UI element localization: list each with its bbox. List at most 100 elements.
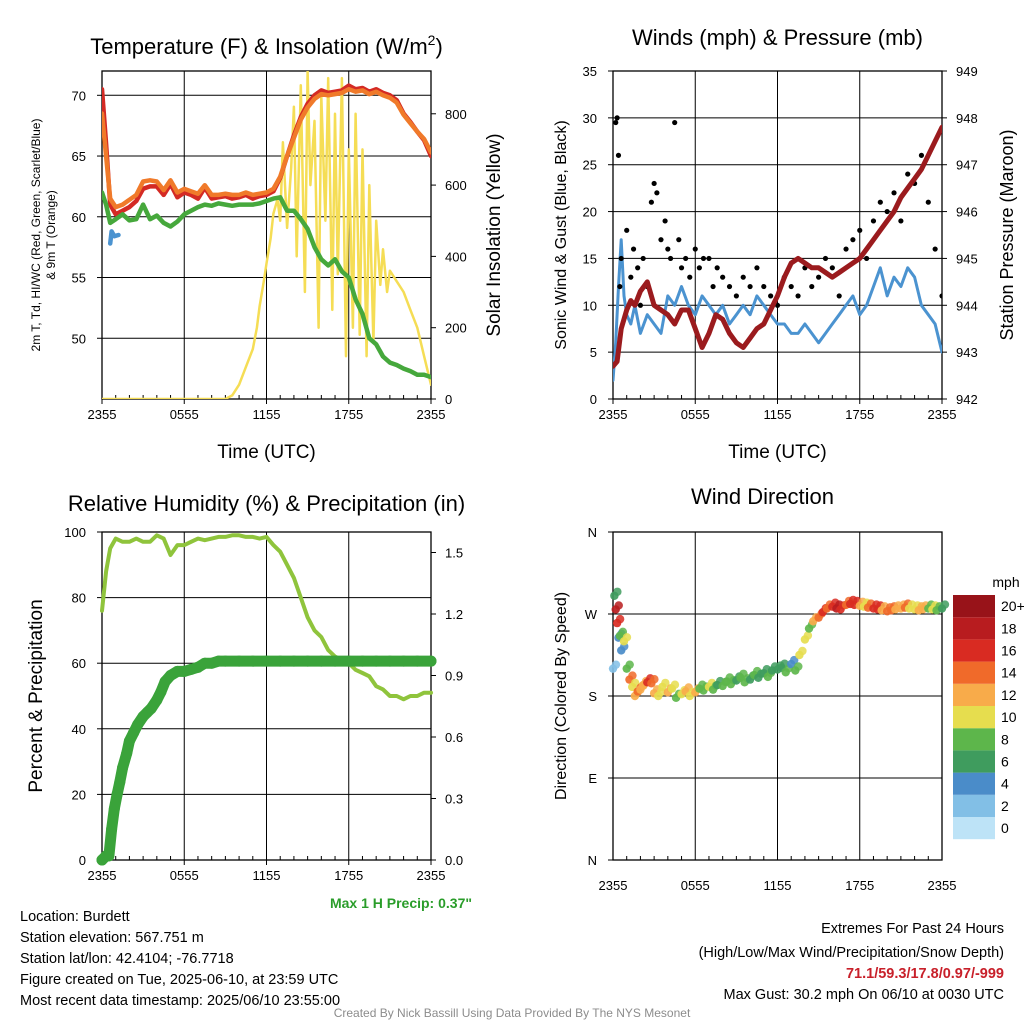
temp-x-axis-label: Time (UTC) — [217, 442, 316, 463]
temp-y-tick-label: 65 — [72, 149, 86, 164]
wind-x-tick-label: 1755 — [845, 407, 874, 422]
precipitation-point — [384, 655, 396, 667]
rh-y-tick-label: 100 — [64, 525, 86, 540]
gust-point — [613, 119, 619, 126]
gust-point — [651, 180, 657, 187]
pressure-series — [613, 124, 942, 369]
precipitation-point — [111, 788, 123, 800]
station-latlon: Station lat/lon: 42.4104; -76.7718 — [20, 951, 234, 967]
colorbar-label: 20+ — [1001, 598, 1024, 614]
colorbar-swatch — [953, 595, 995, 618]
dir-chart-title: Wind Direction — [691, 484, 834, 509]
precipitation-point — [108, 803, 120, 815]
gust-point — [754, 265, 760, 271]
precipitation-point — [106, 823, 118, 835]
gust-point — [768, 293, 774, 299]
precipitation-point — [343, 655, 355, 667]
wind-y-tick-label: 10 — [583, 298, 597, 313]
wind-y-tick-label: 35 — [583, 64, 597, 79]
colorbar-swatch — [953, 728, 995, 751]
gust-point — [696, 265, 702, 271]
precipitation-point — [315, 655, 327, 667]
gust-point — [687, 274, 693, 280]
wind-y-axis-label: Sonic Wind & Gust (Blue, Black) — [553, 120, 570, 349]
wind-direction-point — [794, 662, 803, 671]
precipitation-point — [132, 719, 144, 731]
colorbar-label: 2 — [1001, 798, 1009, 814]
temp-y-axis-label-2: & 9m T (Orange) — [44, 190, 58, 280]
gust-point — [683, 255, 689, 262]
wind-x-tick-label: 2355 — [928, 407, 957, 422]
rh-x-tick-label: 2355 — [417, 868, 446, 883]
rh-y-right-tick-label: 1.2 — [445, 607, 463, 622]
wind-y-tick-label: 0 — [590, 392, 597, 407]
gust-point — [809, 283, 815, 290]
gust-point — [667, 255, 674, 262]
wind-y-tick-label: 30 — [583, 111, 597, 126]
dir-x-tick-label: 1755 — [845, 878, 874, 893]
dewpoint-series — [102, 190, 431, 380]
wind-direction-point — [611, 660, 621, 669]
wind-y-right-tick-label: 942 — [956, 392, 978, 407]
gust-point — [761, 283, 767, 290]
temp-y-right-tick-label: 200 — [445, 321, 467, 336]
wind-plot-frame — [612, 70, 943, 400]
gust-point — [822, 255, 829, 262]
precipitation-point — [356, 655, 368, 667]
gust-point — [648, 199, 654, 205]
dir-y-tick-label: S — [588, 689, 597, 704]
precipitation-point — [114, 776, 126, 788]
colorbar-label: 10 — [1001, 709, 1017, 725]
dir-plot-frame — [612, 531, 943, 861]
gust-point — [733, 293, 739, 299]
wind-y-right-tick-label: 945 — [956, 251, 978, 266]
rh-y-tick-label: 60 — [72, 656, 86, 671]
colorbar-label: 16 — [1001, 643, 1017, 659]
precipitation-point — [145, 702, 157, 714]
gust-point — [706, 255, 712, 262]
wind-direction-point — [803, 631, 813, 640]
gust-point — [637, 302, 644, 308]
wind-direction-point — [790, 655, 799, 665]
rh-y-right-tick-label: 0.3 — [445, 792, 463, 807]
wind-direction-point — [628, 671, 637, 680]
gust-point — [829, 265, 835, 271]
gust-point — [714, 265, 720, 271]
temperature-2m-series — [102, 83, 431, 217]
precipitation-point — [329, 655, 341, 667]
wind-y-right-tick-label: 949 — [956, 64, 978, 79]
gust-point — [918, 152, 925, 158]
wind-series-group — [613, 115, 942, 382]
gust-point — [870, 218, 877, 224]
gust-point — [617, 283, 623, 290]
temp-y-right-tick-label: 800 — [445, 107, 467, 122]
temp-x-tick-label: 1155 — [253, 407, 281, 422]
gust-point — [898, 218, 904, 224]
sonic-wind-series — [613, 238, 942, 382]
rh-y-tick-label: 40 — [72, 722, 86, 737]
temp-y-right-tick-label: 600 — [445, 178, 467, 193]
precipitation-point — [370, 655, 382, 667]
wind-y-right-tick-label: 944 — [956, 298, 978, 313]
precipitation-point — [219, 655, 231, 667]
colorbar-label: 12 — [1001, 687, 1017, 703]
precipitation-point — [247, 655, 259, 667]
gust-point — [720, 274, 726, 280]
colorbar-swatch — [953, 661, 995, 684]
gust-point — [654, 190, 660, 196]
gust-point — [618, 255, 624, 262]
precipitation-point — [121, 747, 133, 759]
precipitation-point — [233, 655, 245, 667]
colorbar-swatch — [953, 683, 995, 706]
dir-x-tick-label: 1155 — [764, 878, 792, 893]
extremes-block: Extremes For Past 24 Hours (High/Low/Max… — [699, 919, 1004, 1006]
gust-point — [891, 190, 897, 196]
gust-point — [939, 293, 942, 299]
dir-x-tick-label: 0555 — [681, 878, 710, 893]
gust-point — [925, 199, 931, 205]
gust-point — [624, 227, 630, 233]
gust-point — [850, 237, 856, 243]
dir-x-tick-label: 2355 — [599, 878, 628, 893]
temp-plot-frame — [101, 70, 432, 400]
gust-point — [843, 246, 849, 252]
